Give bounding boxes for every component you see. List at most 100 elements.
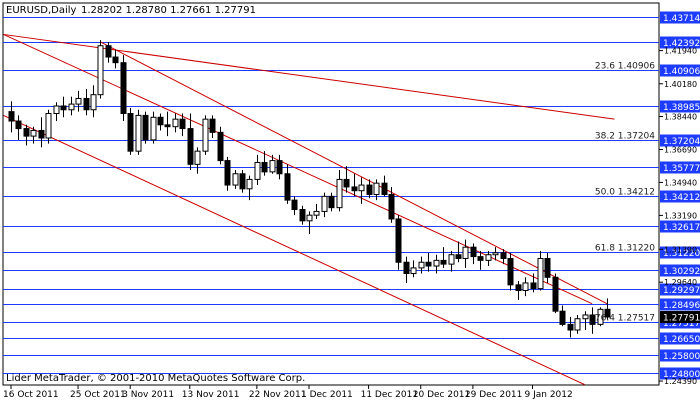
candle[interactable] xyxy=(410,260,417,278)
candle[interactable] xyxy=(552,273,559,314)
candle-body xyxy=(597,308,604,325)
candle[interactable] xyxy=(492,247,499,261)
candle[interactable] xyxy=(172,113,179,133)
candle[interactable] xyxy=(83,89,90,116)
candle[interactable] xyxy=(388,186,395,223)
candle[interactable] xyxy=(291,196,298,216)
candle[interactable] xyxy=(8,101,15,133)
candle-body xyxy=(45,113,52,139)
candle[interactable] xyxy=(433,254,440,274)
candle[interactable] xyxy=(194,147,201,174)
candle[interactable] xyxy=(328,192,335,212)
candle[interactable] xyxy=(455,241,462,263)
candle[interactable] xyxy=(559,305,566,327)
candle[interactable] xyxy=(604,298,611,320)
candle[interactable] xyxy=(373,179,380,201)
candle[interactable] xyxy=(500,249,507,265)
candle[interactable] xyxy=(425,252,432,272)
candle[interactable] xyxy=(544,252,551,283)
candle[interactable] xyxy=(60,96,67,118)
price-tag-label: 1.37204 xyxy=(663,137,700,147)
candle[interactable] xyxy=(157,113,164,131)
candle[interactable] xyxy=(537,250,544,291)
candle[interactable] xyxy=(567,316,574,338)
candle[interactable] xyxy=(321,192,328,218)
candle-body xyxy=(239,173,246,190)
candle[interactable] xyxy=(30,126,37,144)
candle[interactable] xyxy=(53,102,60,122)
candle[interactable] xyxy=(179,113,186,137)
candle[interactable] xyxy=(589,307,596,334)
candle[interactable] xyxy=(381,175,388,197)
candle[interactable] xyxy=(68,96,75,116)
price-tag-box xyxy=(660,264,700,277)
candle[interactable] xyxy=(515,281,522,300)
candle[interactable] xyxy=(485,250,492,267)
candle[interactable] xyxy=(582,311,589,331)
candle[interactable] xyxy=(507,252,514,291)
candle[interactable] xyxy=(276,154,283,180)
candle[interactable] xyxy=(351,173,358,197)
current-price-label: 1.27791 xyxy=(663,314,700,324)
candle[interactable] xyxy=(217,126,224,165)
candle[interactable] xyxy=(366,179,373,199)
candle[interactable] xyxy=(112,49,119,69)
candle[interactable] xyxy=(418,256,425,274)
candle[interactable] xyxy=(105,41,112,63)
candle[interactable] xyxy=(343,166,350,193)
candle[interactable] xyxy=(38,117,45,148)
trendline[interactable] xyxy=(3,33,615,120)
candle[interactable] xyxy=(135,109,142,155)
candle[interactable] xyxy=(477,250,484,270)
trendline[interactable] xyxy=(100,41,608,305)
candle[interactable] xyxy=(522,277,529,297)
candle[interactable] xyxy=(261,151,268,176)
candle[interactable] xyxy=(462,239,469,268)
candle[interactable] xyxy=(313,203,320,219)
candle-body xyxy=(269,160,276,173)
candle[interactable] xyxy=(75,90,82,112)
price-tag-box xyxy=(660,36,700,49)
candle[interactable] xyxy=(269,154,276,174)
candle[interactable] xyxy=(299,205,306,225)
candle[interactable] xyxy=(232,169,239,189)
candle[interactable] xyxy=(403,256,410,283)
candle[interactable] xyxy=(239,169,246,193)
candle[interactable] xyxy=(202,115,209,155)
candle[interactable] xyxy=(358,177,365,204)
candle[interactable] xyxy=(336,169,343,212)
candle[interactable] xyxy=(246,175,253,201)
candle[interactable] xyxy=(164,111,171,137)
candle[interactable] xyxy=(120,55,127,122)
candle[interactable] xyxy=(284,164,291,204)
candle[interactable] xyxy=(90,85,97,118)
candle[interactable] xyxy=(440,247,447,268)
candle-body xyxy=(105,45,112,58)
candle[interactable] xyxy=(209,115,216,138)
candle[interactable] xyxy=(530,273,537,293)
candle[interactable] xyxy=(142,111,149,144)
candle[interactable] xyxy=(574,314,581,334)
candle[interactable] xyxy=(597,307,604,327)
candle[interactable] xyxy=(254,154,261,186)
candle[interactable] xyxy=(470,243,477,265)
candle[interactable] xyxy=(23,124,30,146)
candle-body xyxy=(224,160,231,186)
candle[interactable] xyxy=(395,215,402,270)
candle[interactable] xyxy=(187,113,194,170)
candle[interactable] xyxy=(45,109,52,144)
price-tag-box xyxy=(660,100,700,113)
candle[interactable] xyxy=(15,115,22,140)
candle[interactable] xyxy=(448,250,455,272)
candle[interactable] xyxy=(150,111,157,144)
copyright-footer: Lider MetaTrader, © 2001-2010 MetaQuotes… xyxy=(6,373,305,384)
candle[interactable] xyxy=(224,156,231,191)
candle[interactable] xyxy=(306,211,313,235)
candle[interactable] xyxy=(127,107,134,155)
trendline[interactable] xyxy=(3,114,585,386)
candle[interactable] xyxy=(97,40,104,99)
candle-body xyxy=(53,105,60,115)
price-tag-box xyxy=(660,283,700,296)
